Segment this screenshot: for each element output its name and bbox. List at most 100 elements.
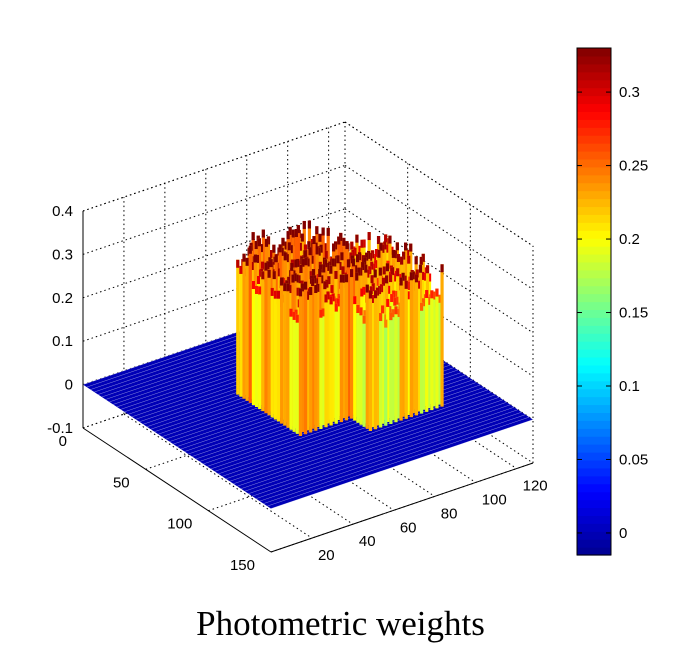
colorbar-segment: [577, 412, 611, 421]
colorbar-segment: [577, 174, 611, 184]
y-tick-label: 120: [523, 478, 548, 495]
grid-line: [344, 208, 534, 334]
colorbar-segment: [577, 372, 611, 382]
colorbar-segment: [577, 119, 611, 128]
colorbar-segment: [577, 158, 611, 168]
colorbar-tick-label: 0.2: [619, 231, 640, 248]
colorbar-segment: [577, 127, 611, 136]
colorbar-segment: [577, 356, 611, 366]
x-tick-label: 0: [59, 433, 67, 450]
x-tick-label: 50: [113, 474, 130, 491]
colorbar-frame: [576, 47, 612, 556]
colorbar-segment: [577, 55, 611, 65]
colorbar-segment: [577, 246, 611, 255]
colorbar-segment: [577, 420, 611, 429]
mesh-line: [252, 406, 515, 497]
colorbar-segment: [577, 325, 611, 334]
mesh-line: [259, 411, 522, 502]
grid-line: [344, 121, 534, 247]
x-tick-label: 100: [167, 516, 192, 533]
colorbar-segment: [577, 467, 611, 477]
colorbar: 0 0.05 0.1 0.15 0.2 0.25 0.3: [576, 47, 648, 556]
x-tick-label: 150: [230, 557, 255, 574]
mesh-line: [237, 397, 500, 487]
y-tick-label: 60: [400, 519, 417, 536]
mesh-line: [248, 404, 511, 494]
colorbar-segment: [577, 531, 611, 540]
colorbar-tick-label: 0: [619, 525, 627, 542]
grid-line: [82, 121, 346, 212]
colorbar-segment: [577, 261, 611, 271]
mesh-line: [263, 414, 526, 504]
chart-title: Photometric weights: [196, 604, 485, 643]
colorbar-segment: [577, 523, 611, 532]
colorbar-segment: [577, 380, 611, 390]
z-tick-label: -0.1: [47, 420, 73, 437]
colorbar-segment: [577, 111, 611, 120]
colorbar-segment: [577, 388, 611, 398]
z-tick-label: 0.1: [52, 333, 73, 350]
grid-line: [123, 413, 313, 539]
colorbar-segment: [577, 214, 611, 223]
colorbar-segment: [577, 48, 611, 57]
colorbar-segment: [577, 230, 611, 239]
colorbar-segment: [577, 150, 611, 160]
colorbar-segment: [577, 285, 611, 295]
colorbar-segment: [577, 317, 611, 326]
colorbar-segment: [577, 301, 611, 311]
colorbar-segment: [577, 444, 611, 453]
colorbar-tick-label: 0.05: [619, 451, 648, 468]
mesh-line: [255, 409, 519, 499]
x-axis-line: [82, 427, 272, 553]
colorbar-segment: [577, 277, 611, 287]
colorbar-segment: [577, 63, 611, 73]
colorbar-segment: [577, 539, 611, 548]
colorbar-segment: [577, 79, 611, 89]
y-tick-label: 40: [359, 533, 376, 550]
colorbar-segment: [577, 182, 611, 192]
colorbar-segment: [577, 222, 611, 231]
mesh-line: [240, 399, 504, 489]
colorbar-segment: [577, 349, 611, 358]
colorbar-segment: [577, 198, 611, 208]
colorbar-segment: [577, 452, 611, 461]
colorbar-segment: [577, 166, 611, 176]
colorbar-segment: [577, 507, 611, 516]
colorbar-segment: [577, 103, 611, 112]
mesh-line: [233, 394, 496, 485]
grid-line: [82, 208, 346, 299]
colorbar-segment: [577, 87, 611, 97]
surface-layer: [82, 220, 534, 509]
z-tick-label: 0.3: [52, 246, 73, 263]
colorbar-segment: [577, 269, 611, 279]
colorbar-segment: [577, 293, 611, 303]
mesh-line: [244, 402, 507, 492]
mesh-line: [270, 419, 534, 509]
colorbar-segment: [577, 436, 611, 445]
colorbar-segment: [577, 190, 611, 200]
colorbar-segment: [577, 396, 611, 406]
y-tick-label: 20: [318, 547, 335, 564]
colorbar-segment: [577, 333, 611, 342]
colorbar-segment: [577, 491, 611, 501]
colorbar-segment: [577, 238, 611, 247]
colorbar-tick-label: 0.3: [619, 84, 640, 101]
colorbar-segment: [577, 341, 611, 350]
colorbar-segment: [577, 71, 611, 81]
z-tick-label: 0.4: [52, 203, 73, 220]
grid-line: [82, 164, 346, 255]
colorbar-tick-label: 0.1: [619, 378, 640, 395]
colorbar-tick-label: 0.15: [619, 305, 648, 322]
y-axis-line: [270, 462, 534, 553]
colorbar-segment: [577, 95, 611, 105]
colorbar-segment: [577, 459, 611, 469]
colorbar-segment: [577, 475, 611, 485]
colorbar-segment: [577, 499, 611, 509]
colorbar-segment: [577, 135, 611, 144]
y-tick-label: 100: [482, 491, 507, 508]
colorbar-segment: [577, 206, 611, 215]
surface-plot: -0.100.10.20.30.405010015020406080100120…: [47, 47, 648, 574]
colorbar-tick-label: 0.25: [619, 158, 648, 175]
colorbar-segment: [577, 404, 611, 414]
